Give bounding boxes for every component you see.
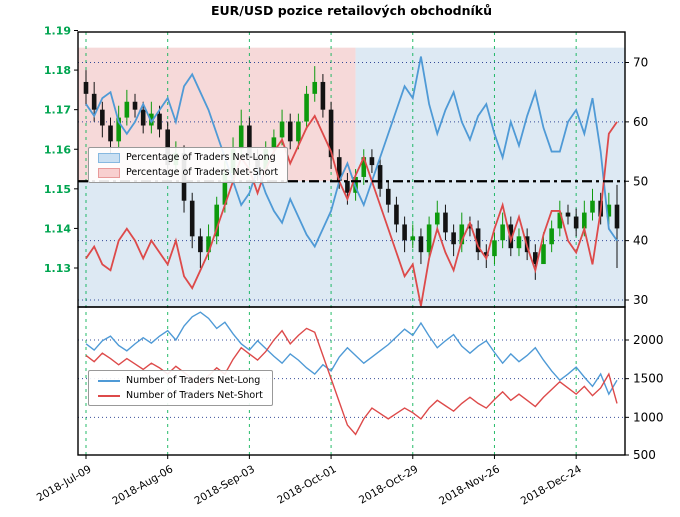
svg-text:2018-Oct-01: 2018-Oct-01 bbox=[275, 463, 338, 506]
pct-net-short-line bbox=[85, 114, 618, 307]
date-axis-labels: 2018-Jul-09 2018-Aug-06 2018-Sep-03 2018-Oc… bbox=[35, 455, 584, 508]
price-axis-labels: 1.19 1.18 1.17 1.16 1.15 1.14 1.13 bbox=[44, 25, 78, 275]
legend-label-num-net-long: Number of Traders Net-Long bbox=[126, 375, 261, 386]
svg-text:60: 60 bbox=[633, 115, 648, 129]
svg-text:70: 70 bbox=[633, 56, 648, 70]
legend-item-pct-net-short: Percentage of Traders Net-Short bbox=[98, 167, 278, 178]
svg-text:2000: 2000 bbox=[633, 333, 664, 347]
svg-text:1.13: 1.13 bbox=[44, 262, 71, 275]
percentage-legend: Percentage of Traders Net-Long Percentag… bbox=[88, 147, 289, 183]
legend-label-num-net-short: Number of Traders Net-Short bbox=[126, 390, 263, 401]
chart-title: EUR/USD pozice retailových obchodníků bbox=[210, 3, 493, 18]
num-long-swatch bbox=[98, 379, 120, 382]
svg-text:1.16: 1.16 bbox=[44, 143, 71, 156]
net-long-patch bbox=[98, 152, 120, 163]
svg-text:1000: 1000 bbox=[633, 410, 664, 424]
svg-text:2018-Oct-29: 2018-Oct-29 bbox=[357, 463, 420, 506]
background-shading bbox=[78, 47, 625, 307]
svg-text:2018-Sep-03: 2018-Sep-03 bbox=[192, 463, 256, 507]
svg-text:2018-Jul-09: 2018-Jul-09 bbox=[35, 463, 94, 504]
legend-item-num-net-long: Number of Traders Net-Long bbox=[98, 375, 263, 386]
legend-item-num-net-short: Number of Traders Net-Short bbox=[98, 390, 263, 401]
svg-text:1.15: 1.15 bbox=[44, 183, 71, 196]
legend-label-pct-net-long: Percentage of Traders Net-Long bbox=[126, 152, 276, 163]
svg-text:2018-Dec-24: 2018-Dec-24 bbox=[519, 463, 584, 508]
svg-text:40: 40 bbox=[633, 234, 648, 248]
svg-text:50: 50 bbox=[633, 174, 648, 188]
svg-text:30: 30 bbox=[633, 293, 648, 307]
svg-text:2018-Aug-06: 2018-Aug-06 bbox=[110, 463, 175, 508]
num-net-short-line bbox=[85, 327, 618, 436]
panel-borders bbox=[77, 31, 626, 456]
count-axis-labels: 2000 1500 1000 500 bbox=[625, 333, 664, 462]
svg-text:1500: 1500 bbox=[633, 372, 664, 386]
legend-item-pct-net-long: Percentage of Traders Net-Long bbox=[98, 152, 278, 163]
svg-text:2018-Nov-26: 2018-Nov-26 bbox=[437, 463, 502, 507]
net-short-patch bbox=[98, 167, 120, 178]
num-short-swatch bbox=[98, 394, 120, 397]
legend-label-pct-net-short: Percentage of Traders Net-Short bbox=[126, 167, 279, 178]
svg-text:500: 500 bbox=[633, 448, 656, 462]
traders-count-legend: Number of Traders Net-Long Number of Tra… bbox=[88, 370, 273, 406]
svg-text:1.14: 1.14 bbox=[44, 222, 71, 235]
svg-text:1.19: 1.19 bbox=[44, 25, 71, 38]
num-net-long-line bbox=[85, 311, 618, 396]
pct-axis-labels: 70 60 50 40 30 bbox=[625, 56, 648, 307]
pct-net-long-line bbox=[85, 56, 618, 249]
svg-text:1.17: 1.17 bbox=[44, 104, 71, 117]
svg-text:1.18: 1.18 bbox=[44, 64, 71, 77]
